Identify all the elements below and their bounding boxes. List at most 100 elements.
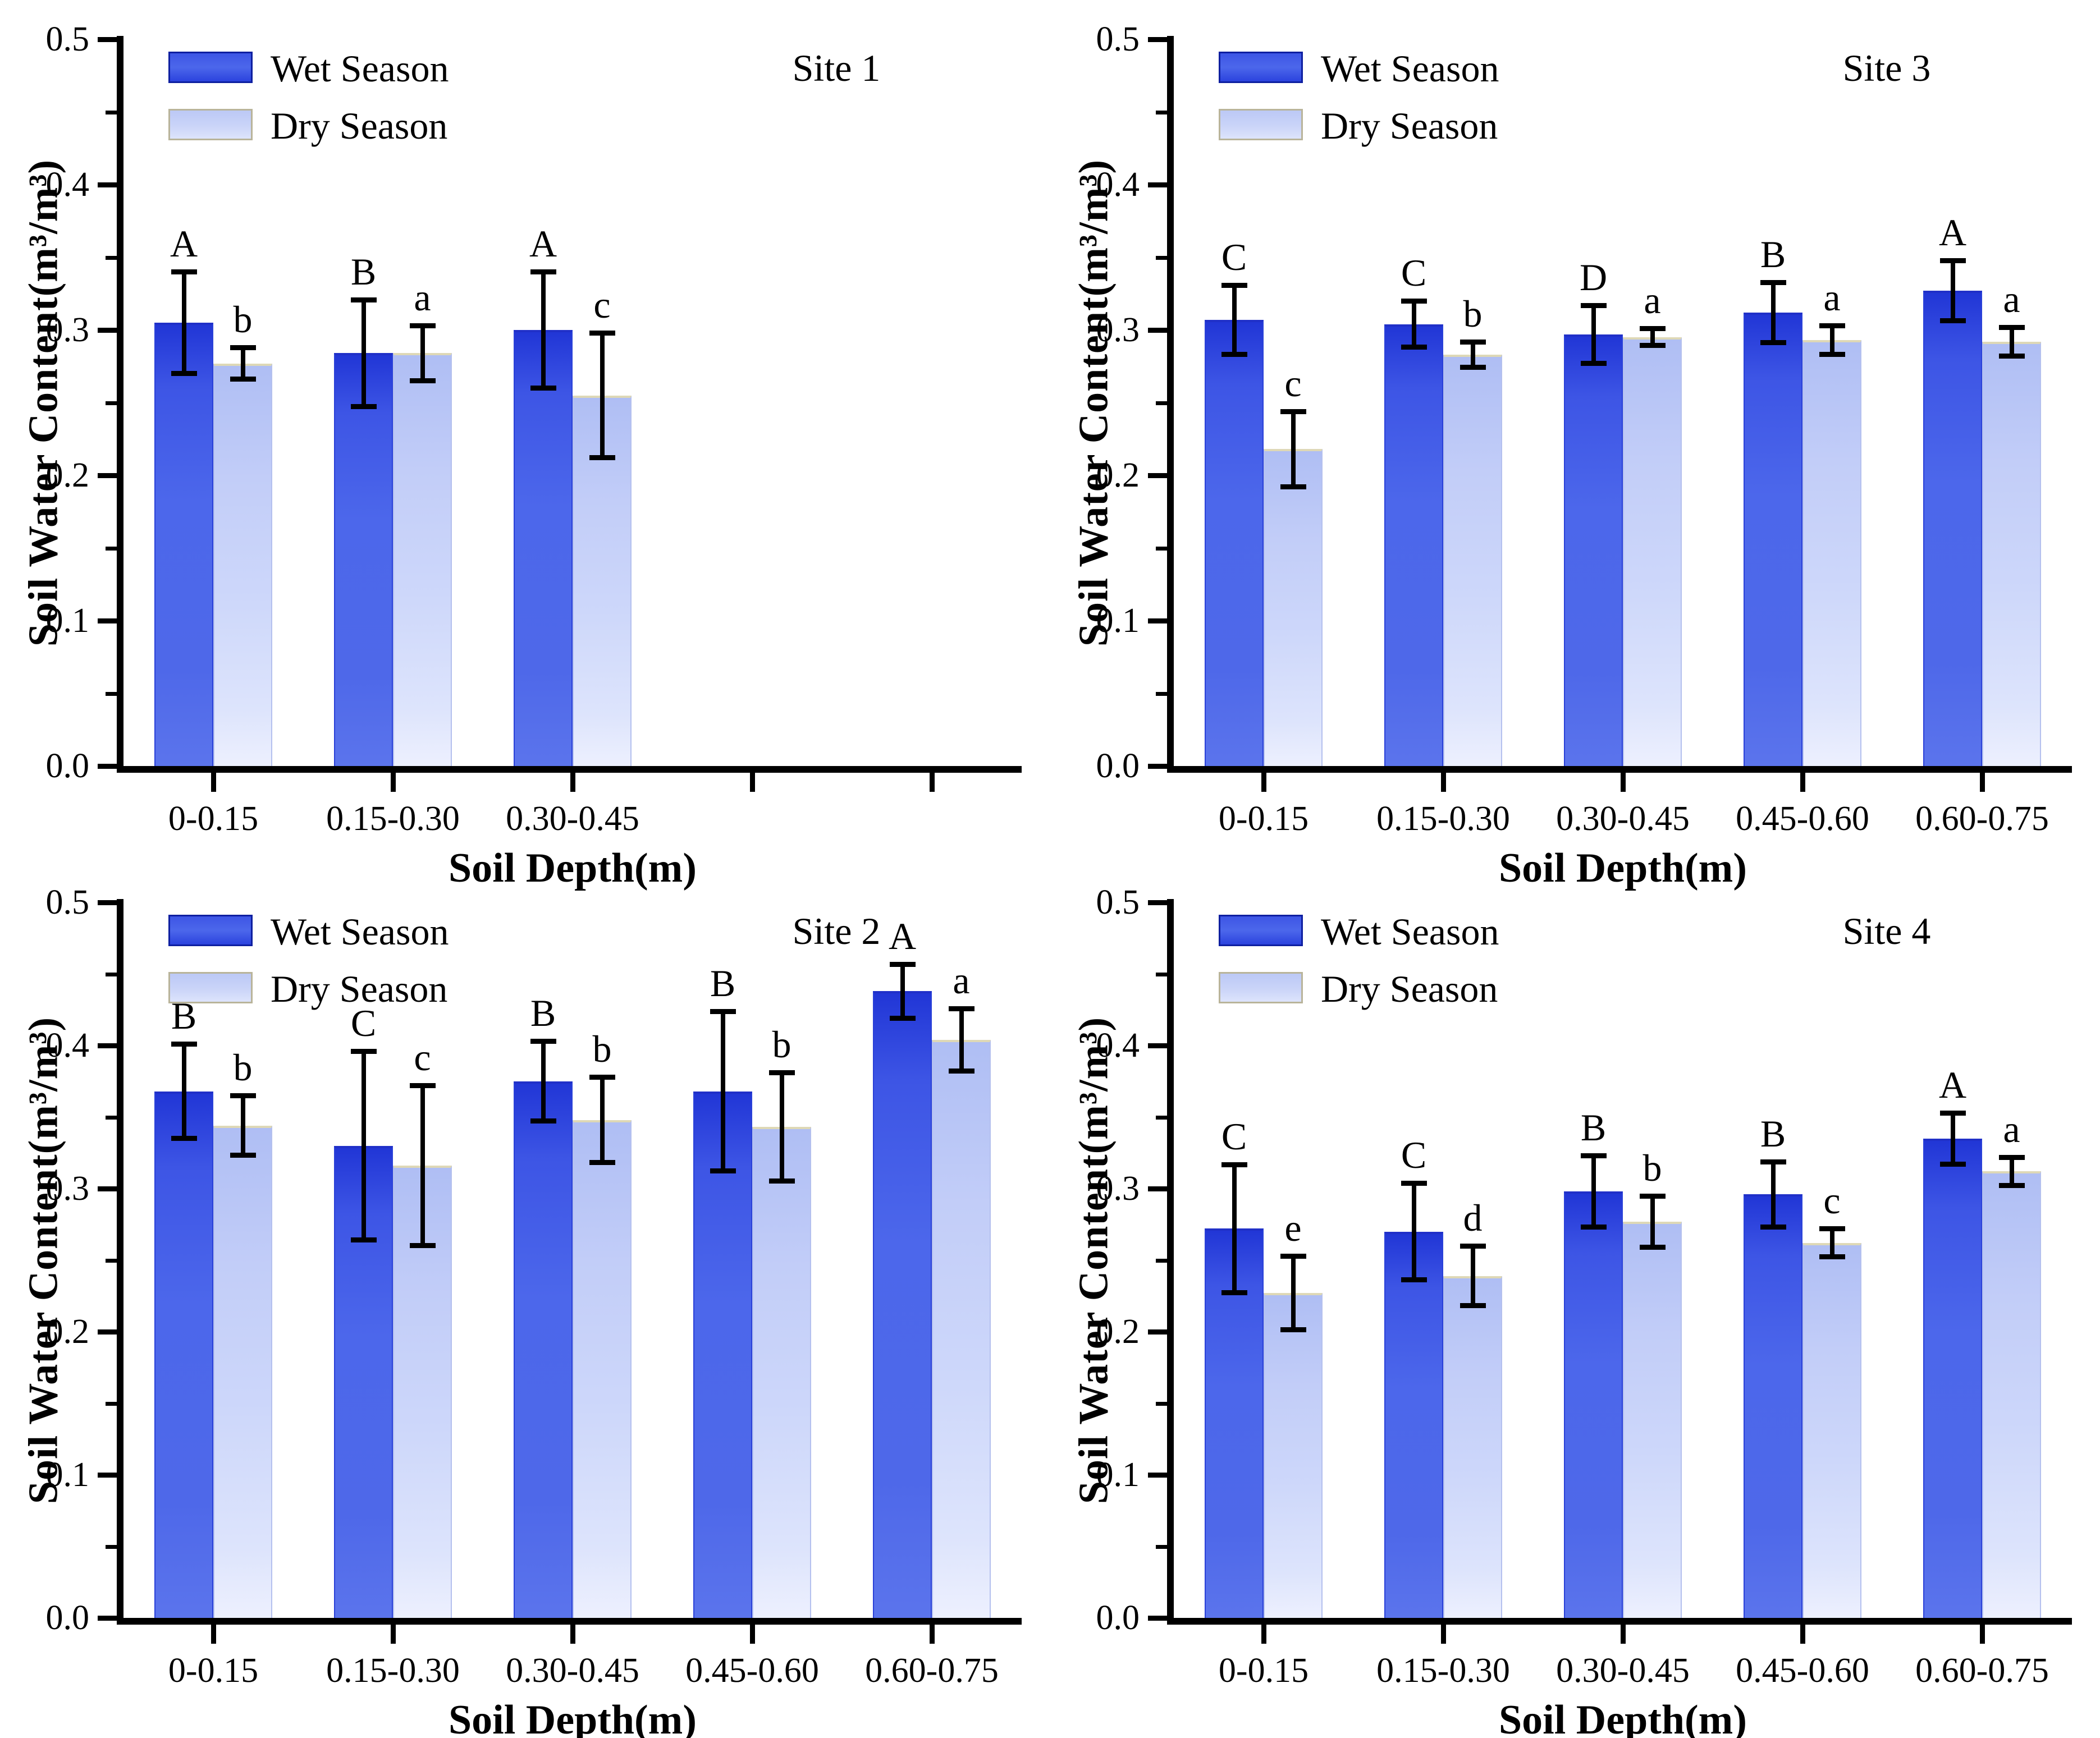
dry-season-legend-label: Dry Season bbox=[1321, 967, 1498, 1010]
y-tick-label: 0.5 bbox=[1096, 883, 1140, 921]
error-bar-cap-bottom bbox=[1998, 353, 2025, 359]
x-axis-line bbox=[1167, 766, 2072, 773]
dry-season-legend-swatch bbox=[168, 972, 253, 1003]
significance-letter: D bbox=[1579, 255, 1608, 299]
y-major-tick bbox=[1148, 37, 1167, 42]
error-bar-cap-bottom bbox=[768, 1178, 795, 1184]
error-bar-cap-top bbox=[948, 1006, 974, 1011]
error-bar-cap-top bbox=[350, 297, 377, 302]
error-bar-line bbox=[240, 347, 245, 380]
error-bar-line bbox=[1411, 1182, 1416, 1281]
significance-letter: a bbox=[414, 276, 431, 319]
y-axis-title: Soil Water Content(m³/m³) bbox=[1070, 1016, 1117, 1504]
wet-season-legend-swatch bbox=[168, 915, 253, 946]
y-major-tick bbox=[98, 37, 117, 42]
y-minor-tick bbox=[1156, 972, 1167, 976]
bar-dry bbox=[1264, 1293, 1323, 1618]
error-bar-cap-top bbox=[1998, 1154, 2025, 1160]
bar-wet bbox=[154, 323, 213, 766]
error-bar-line bbox=[720, 1011, 725, 1172]
y-minor-tick bbox=[106, 401, 117, 405]
y-tick-label: 0.4 bbox=[1096, 1026, 1140, 1065]
x-tick bbox=[391, 1625, 396, 1644]
significance-letter: e bbox=[1284, 1206, 1302, 1249]
error-bar-cap-bottom bbox=[710, 1168, 736, 1174]
error-bar-cap-bottom bbox=[1221, 352, 1247, 357]
error-bar-cap-bottom bbox=[230, 377, 256, 382]
significance-letter: b bbox=[233, 1046, 253, 1089]
bar-dry bbox=[213, 1125, 272, 1618]
error-bar-cap-bottom bbox=[948, 1068, 974, 1074]
error-bar-cap-bottom bbox=[889, 1015, 916, 1021]
y-minor-tick bbox=[1156, 1258, 1167, 1263]
bar-dry bbox=[393, 353, 452, 766]
x-tick bbox=[570, 1625, 575, 1644]
x-tick bbox=[1980, 1625, 1985, 1644]
error-bar-cap-top bbox=[1580, 1153, 1607, 1159]
y-major-tick bbox=[1148, 618, 1167, 623]
error-bar-line bbox=[1232, 285, 1237, 355]
bar-wet bbox=[154, 1091, 213, 1618]
error-bar-cap-top bbox=[1221, 1162, 1247, 1167]
y-minor-tick bbox=[106, 1401, 117, 1406]
bar-wet bbox=[514, 330, 573, 766]
dry-season-legend-swatch bbox=[168, 109, 253, 140]
significance-letter: B bbox=[1580, 1106, 1607, 1149]
error-bar-line bbox=[1770, 282, 1776, 343]
error-bar-cap-top bbox=[589, 1075, 615, 1080]
x-tick-label: 0-0.15 bbox=[1218, 800, 1309, 838]
x-tick bbox=[1980, 773, 1985, 792]
y-minor-tick bbox=[1156, 1401, 1167, 1406]
error-bar-cap-top bbox=[1221, 282, 1247, 288]
bar-wet bbox=[1205, 319, 1264, 766]
dry-season-legend-swatch bbox=[1219, 109, 1303, 140]
y-axis-line bbox=[117, 899, 123, 1625]
bar-wet bbox=[873, 991, 932, 1618]
error-bar-line bbox=[1291, 1255, 1296, 1331]
bar-wet bbox=[693, 1091, 752, 1618]
dry-season-legend-label: Dry Season bbox=[1321, 104, 1498, 147]
significance-letter: A bbox=[170, 222, 198, 265]
error-bar-line bbox=[1291, 411, 1296, 487]
bar-dry bbox=[1264, 449, 1323, 766]
error-bar-cap-bottom bbox=[1401, 1277, 1427, 1283]
error-bar-cap-bottom bbox=[1221, 1290, 1247, 1296]
y-major-tick bbox=[1148, 473, 1167, 478]
error-bar-cap-top bbox=[1639, 1193, 1666, 1199]
bar-dry bbox=[1982, 341, 2041, 766]
significance-letter: b bbox=[1463, 292, 1483, 335]
y-axis-title: Soil Water Content(m³/m³) bbox=[1070, 159, 1117, 646]
bar-dry bbox=[1802, 1242, 1861, 1618]
significance-letter: b bbox=[772, 1023, 791, 1066]
y-minor-tick bbox=[1156, 546, 1167, 551]
y-minor-tick bbox=[106, 110, 117, 114]
y-major-tick bbox=[1148, 1473, 1167, 1478]
error-bar-line bbox=[420, 1085, 425, 1246]
error-bar-cap-top bbox=[710, 1008, 736, 1014]
wet-season-legend-label: Wet Season bbox=[1321, 47, 1499, 90]
y-minor-tick bbox=[106, 1115, 117, 1120]
x-axis-title: Soil Depth(m) bbox=[449, 845, 697, 891]
wet-season-legend-label: Wet Season bbox=[271, 47, 449, 90]
y-axis-title: Soil Water Content(m³/m³) bbox=[20, 1016, 67, 1504]
x-tick bbox=[1621, 773, 1626, 792]
x-tick-label: 0.15-0.30 bbox=[326, 1652, 460, 1690]
significance-letter: c bbox=[593, 283, 611, 327]
error-bar-cap-top bbox=[1939, 258, 1966, 263]
y-major-tick bbox=[1148, 1186, 1167, 1191]
y-major-tick bbox=[98, 1473, 117, 1478]
y-minor-tick bbox=[1156, 401, 1167, 405]
x-tick-label: 0.30-0.45 bbox=[506, 800, 639, 838]
error-bar-cap-top bbox=[1580, 302, 1607, 308]
site-title: Site 4 bbox=[1842, 910, 1931, 952]
error-bar-cap-top bbox=[1939, 1110, 1966, 1116]
error-bar-cap-top bbox=[1819, 1226, 1845, 1232]
x-tick-label: 0.45-0.60 bbox=[1736, 1652, 1869, 1690]
y-minor-tick bbox=[106, 546, 117, 551]
wet-season-legend-swatch bbox=[1219, 52, 1303, 83]
significance-letter: C bbox=[350, 1002, 377, 1045]
significance-letter: c bbox=[1823, 1179, 1841, 1222]
y-tick-label: 0.5 bbox=[45, 883, 90, 921]
significance-letter: c bbox=[1284, 362, 1302, 405]
y-minor-tick bbox=[106, 1544, 117, 1549]
